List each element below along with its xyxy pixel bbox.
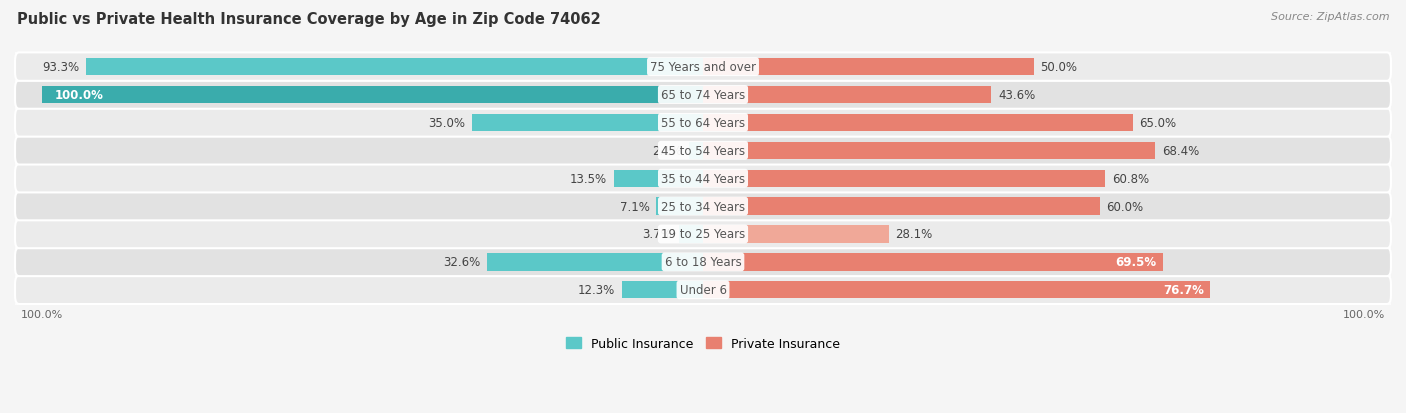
Text: 93.3%: 93.3% bbox=[42, 61, 79, 74]
Text: 65.0%: 65.0% bbox=[1139, 116, 1177, 130]
FancyBboxPatch shape bbox=[15, 276, 1391, 304]
Bar bbox=[703, 114, 1133, 132]
FancyBboxPatch shape bbox=[15, 109, 1391, 137]
Text: 68.4%: 68.4% bbox=[1161, 145, 1199, 157]
Bar bbox=[703, 87, 991, 104]
Text: 28.1%: 28.1% bbox=[896, 228, 932, 241]
Bar bbox=[703, 282, 1211, 299]
Bar bbox=[703, 254, 1163, 271]
Text: 2.1%: 2.1% bbox=[652, 145, 682, 157]
FancyBboxPatch shape bbox=[15, 220, 1391, 249]
Text: 35.0%: 35.0% bbox=[427, 116, 465, 130]
Text: 100.0%: 100.0% bbox=[55, 89, 104, 102]
Text: 32.6%: 32.6% bbox=[443, 256, 481, 269]
Text: 43.6%: 43.6% bbox=[998, 89, 1035, 102]
Text: 7.1%: 7.1% bbox=[620, 200, 650, 213]
Text: 35 to 44 Years: 35 to 44 Years bbox=[661, 172, 745, 185]
Bar bbox=[42, 87, 703, 104]
Text: 13.5%: 13.5% bbox=[569, 172, 607, 185]
Bar bbox=[471, 114, 703, 132]
Text: Under 6: Under 6 bbox=[679, 284, 727, 297]
Text: 25 to 34 Years: 25 to 34 Years bbox=[661, 200, 745, 213]
Bar bbox=[703, 170, 1105, 188]
FancyBboxPatch shape bbox=[15, 192, 1391, 221]
FancyBboxPatch shape bbox=[15, 53, 1391, 82]
Text: 12.3%: 12.3% bbox=[578, 284, 614, 297]
Legend: Public Insurance, Private Insurance: Public Insurance, Private Insurance bbox=[561, 332, 845, 355]
Text: 55 to 64 Years: 55 to 64 Years bbox=[661, 116, 745, 130]
Text: 65 to 74 Years: 65 to 74 Years bbox=[661, 89, 745, 102]
FancyBboxPatch shape bbox=[15, 248, 1391, 276]
Text: 50.0%: 50.0% bbox=[1040, 61, 1077, 74]
Text: 60.0%: 60.0% bbox=[1107, 200, 1143, 213]
Bar bbox=[657, 198, 703, 215]
FancyBboxPatch shape bbox=[15, 164, 1391, 193]
Text: 76.7%: 76.7% bbox=[1163, 284, 1204, 297]
Text: 19 to 25 Years: 19 to 25 Years bbox=[661, 228, 745, 241]
Bar bbox=[613, 170, 703, 188]
Bar bbox=[703, 59, 1033, 76]
Bar bbox=[703, 226, 889, 243]
Bar bbox=[621, 282, 703, 299]
Bar bbox=[679, 226, 703, 243]
Bar bbox=[86, 59, 703, 76]
Bar bbox=[703, 142, 1156, 159]
FancyBboxPatch shape bbox=[15, 137, 1391, 165]
Text: 45 to 54 Years: 45 to 54 Years bbox=[661, 145, 745, 157]
Text: 69.5%: 69.5% bbox=[1115, 256, 1156, 269]
Text: 60.8%: 60.8% bbox=[1112, 172, 1149, 185]
Text: Public vs Private Health Insurance Coverage by Age in Zip Code 74062: Public vs Private Health Insurance Cover… bbox=[17, 12, 600, 27]
Bar bbox=[488, 254, 703, 271]
FancyBboxPatch shape bbox=[15, 81, 1391, 109]
Text: Source: ZipAtlas.com: Source: ZipAtlas.com bbox=[1271, 12, 1389, 22]
Bar bbox=[689, 142, 703, 159]
Text: 75 Years and over: 75 Years and over bbox=[650, 61, 756, 74]
Bar bbox=[703, 198, 1099, 215]
Text: 6 to 18 Years: 6 to 18 Years bbox=[665, 256, 741, 269]
Text: 3.7%: 3.7% bbox=[643, 228, 672, 241]
